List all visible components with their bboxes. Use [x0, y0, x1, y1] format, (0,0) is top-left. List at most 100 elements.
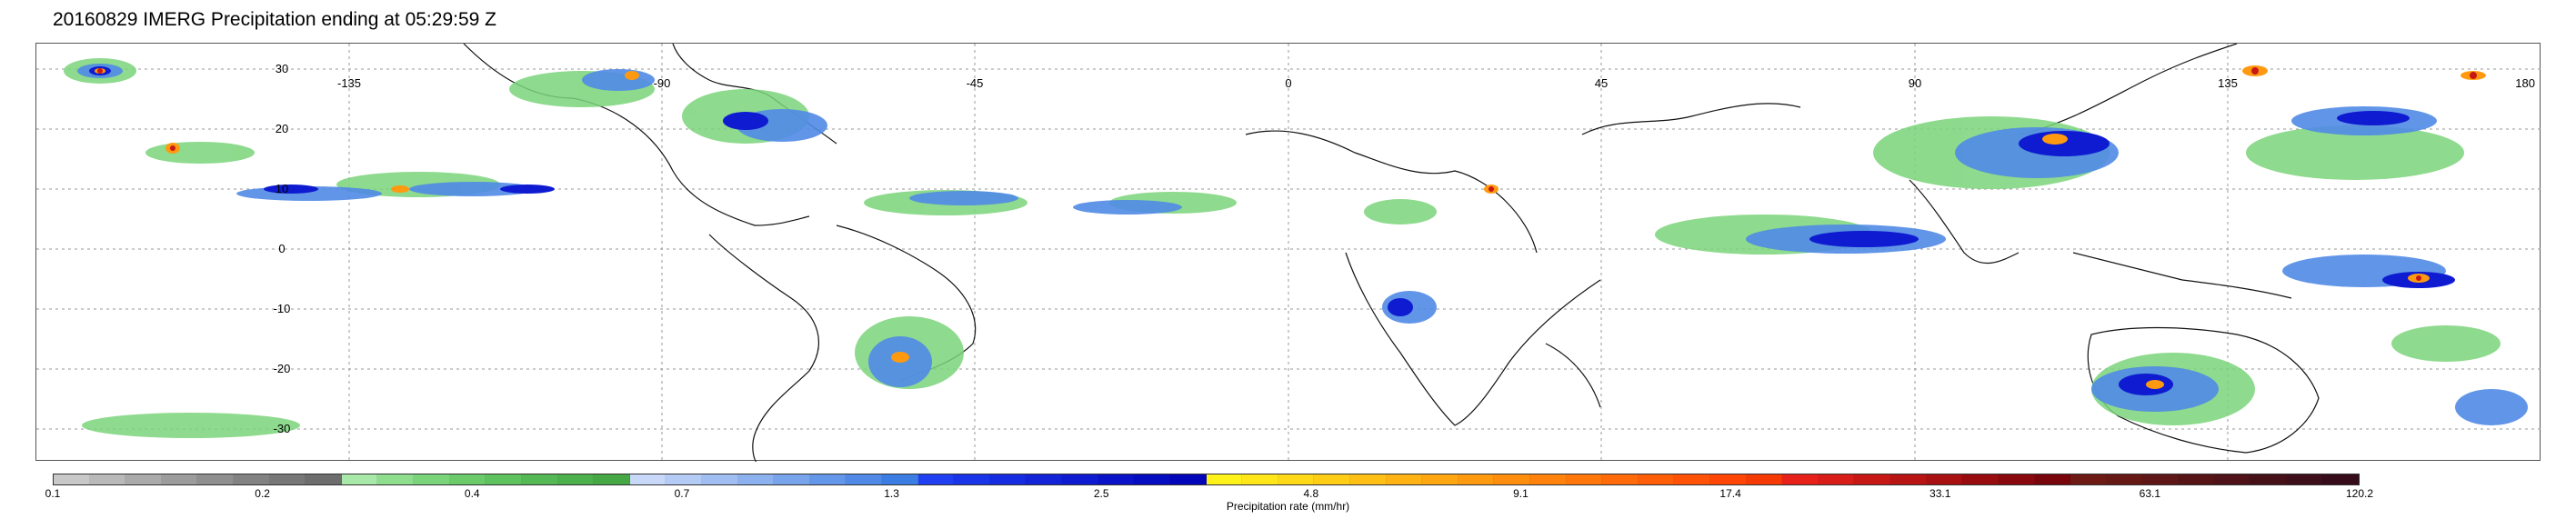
precipitation-colorbar — [53, 474, 2360, 485]
colorbar-tick-label: 120.2 — [2345, 487, 2374, 500]
colorbar-swatch — [882, 474, 918, 484]
colorbar-swatch — [54, 474, 90, 484]
map-title: 20160829 IMERG Precipitation ending at 0… — [53, 9, 496, 30]
colorbar-swatch — [269, 474, 306, 484]
colorbar-swatch — [377, 474, 415, 484]
latitude-label: 30 — [276, 62, 288, 75]
precipitation-field — [64, 58, 2528, 438]
colorbar-swatch — [234, 474, 270, 484]
colorbar-swatch — [2322, 474, 2359, 484]
colorbar-tick-label: 0.4 — [464, 487, 480, 500]
latitude-label: 20 — [276, 122, 288, 135]
colorbar-swatch — [1026, 474, 1063, 484]
colorbar-swatch — [2214, 474, 2251, 484]
colorbar-swatch — [521, 474, 558, 484]
colorbar-swatch — [594, 474, 630, 484]
colorbar-tick-label: 0.7 — [674, 487, 690, 500]
colorbar-swatch — [1674, 474, 1711, 484]
colorbar-swatch — [1062, 474, 1098, 484]
colorbar-tick-label: 33.1 — [1929, 487, 1951, 500]
colorbar-swatch — [666, 474, 702, 484]
colorbar-swatch — [1926, 474, 1963, 484]
colorbar-swatch — [701, 474, 738, 484]
latitude-label: -20 — [274, 362, 291, 375]
colorbar-swatch — [1098, 474, 1135, 484]
colorbar-swatch — [846, 474, 883, 484]
longitude-label: 90 — [1909, 76, 1921, 90]
colorbar-swatch — [414, 474, 450, 484]
colorbar-swatch — [125, 474, 162, 484]
colorbar-swatch — [1638, 474, 1675, 484]
colorbar-swatch — [341, 474, 378, 484]
colorbar-swatch — [1349, 474, 1387, 484]
colorbar-swatch — [2178, 474, 2215, 484]
colorbar-swatch — [1314, 474, 1350, 484]
latitude-label: -30 — [274, 422, 291, 435]
colorbar-swatch — [1602, 474, 1639, 484]
coastlines — [463, 44, 2320, 462]
colorbar-swatch — [1710, 474, 1747, 484]
colorbar-swatch — [737, 474, 775, 484]
colorbar-swatch — [1458, 474, 1495, 484]
colorbar-swatch — [954, 474, 990, 484]
colorbar-swatch — [2034, 474, 2071, 484]
colorbar-swatch — [1529, 474, 1567, 484]
colorbar-swatch — [1890, 474, 1927, 484]
longitude-labels: -135 -90 -45 0 45 90 135 180 — [337, 76, 2535, 90]
colorbar-swatch — [2070, 474, 2107, 484]
colorbar-swatch — [1566, 474, 1603, 484]
colorbar-swatch — [449, 474, 486, 484]
colorbar-swatch — [1386, 474, 1423, 484]
latitude-label: 10 — [276, 182, 288, 195]
longitude-label: -45 — [967, 76, 984, 90]
colorbar-swatch — [809, 474, 847, 484]
latitude-label: -10 — [274, 302, 291, 315]
colorbar-swatch — [1242, 474, 1278, 484]
colorbar-swatch — [1134, 474, 1170, 484]
colorbar-tick-label: 2.5 — [1093, 487, 1109, 500]
colorbar-swatch — [1818, 474, 1855, 484]
colorbar-swatch — [486, 474, 522, 484]
colorbar-tick-label: 0.1 — [45, 487, 61, 500]
colorbar-swatch — [2142, 474, 2179, 484]
colorbar-label: Precipitation rate (mm/hr) — [1226, 500, 1350, 513]
colorbar-swatch — [89, 474, 126, 484]
colorbar-swatch — [2106, 474, 2143, 484]
colorbar-swatch — [1206, 474, 1243, 484]
colorbar-swatch — [306, 474, 342, 484]
colorbar-swatch — [917, 474, 955, 484]
colorbar-swatch — [1169, 474, 1207, 484]
colorbar-swatch — [2286, 474, 2323, 484]
colorbar-swatch — [197, 474, 235, 484]
latitude-label: 0 — [278, 242, 285, 255]
precipitation-map: 30 20 10 0 -10 -20 -30 -135 -90 -45 0 45 90 135 180 — [35, 43, 2541, 462]
longitude-label: 135 — [2218, 76, 2238, 90]
colorbar-swatch — [1278, 474, 1315, 484]
colorbar-tick-label: 17.4 — [1719, 487, 1741, 500]
colorbar-tick-label: 4.8 — [1303, 487, 1319, 500]
colorbar-tick-label: 0.2 — [255, 487, 270, 500]
longitude-label: -90 — [654, 76, 671, 90]
colorbar-swatch — [1998, 474, 2035, 484]
longitude-label: -135 — [337, 76, 361, 90]
colorbar-swatch — [989, 474, 1027, 484]
colorbar-swatch — [1422, 474, 1458, 484]
latitude-labels: 30 20 10 0 -10 -20 -30 — [274, 62, 291, 435]
colorbar-swatch — [1746, 474, 1783, 484]
colorbar-swatch — [161, 474, 198, 484]
colorbar-swatch — [1494, 474, 1530, 484]
map-canvas: 30 20 10 0 -10 -20 -30 -135 -90 -45 0 45 90 135 180 — [36, 44, 2541, 462]
colorbar-swatch — [1854, 474, 1891, 484]
longitude-label: 180 — [2515, 76, 2535, 90]
colorbar-swatch — [1782, 474, 1819, 484]
colorbar-swatch — [557, 474, 595, 484]
colorbar-swatch — [1962, 474, 1999, 484]
longitude-label: 0 — [1285, 76, 1291, 90]
colorbar-tick-label: 9.1 — [1513, 487, 1529, 500]
colorbar-swatch — [2250, 474, 2287, 484]
colorbar-swatch — [629, 474, 667, 484]
colorbar-swatch — [774, 474, 810, 484]
colorbar-tick-label: 63.1 — [2139, 487, 2161, 500]
colorbar-tick-label: 1.3 — [884, 487, 899, 500]
longitude-label: 45 — [1595, 76, 1608, 90]
